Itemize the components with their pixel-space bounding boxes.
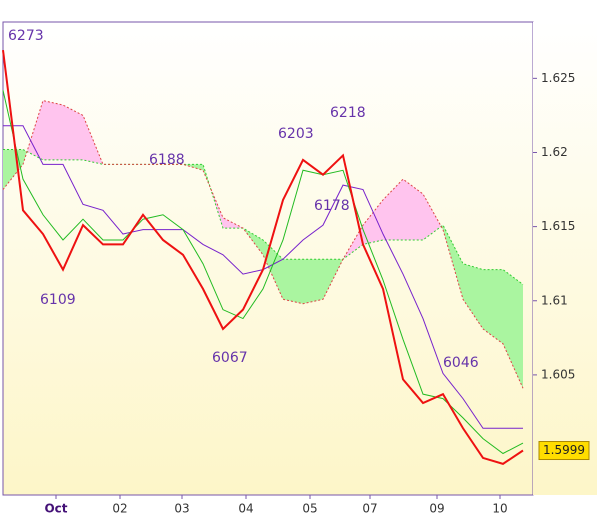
x-tick-label: 10 <box>492 502 507 516</box>
x-tick-label: 07 <box>362 502 377 516</box>
x-tick-label: 03 <box>174 502 189 516</box>
price-annotation: 6273 <box>8 28 44 44</box>
x-tick-label: Oct <box>44 502 67 516</box>
x-tick-label: 02 <box>112 502 127 516</box>
price-annotation: 6218 <box>330 105 366 121</box>
cloud <box>403 179 423 240</box>
cloud <box>43 100 63 160</box>
y-tick-label: 1.61 <box>541 293 568 307</box>
cloud <box>383 179 403 240</box>
axis-area <box>533 22 597 495</box>
last-price-label: 1.5999 <box>543 443 585 457</box>
x-tick-label: 09 <box>429 502 444 516</box>
last-price-box <box>538 441 590 461</box>
y-tick-label: 1.62 <box>541 145 568 159</box>
cloud <box>243 228 263 255</box>
cloud <box>3 149 23 190</box>
x-tick-label: 05 <box>302 502 317 516</box>
x-tick-label: 04 <box>238 502 253 516</box>
price-annotation: 6109 <box>40 292 76 308</box>
price-annotation: 6203 <box>278 126 314 142</box>
price-annotation: 6067 <box>212 350 248 366</box>
cloud <box>303 259 323 304</box>
y-tick-label: 1.615 <box>541 219 575 233</box>
series-line <box>3 149 524 285</box>
cloud <box>463 263 483 329</box>
cloud <box>63 105 83 160</box>
series-line <box>2 50 524 465</box>
price-annotation: 6178 <box>314 198 350 214</box>
cloud <box>323 259 343 300</box>
cloud <box>503 269 523 389</box>
cloud <box>27 100 43 160</box>
cloud <box>483 269 503 344</box>
price-annotation: 6188 <box>149 152 185 168</box>
cloud <box>423 194 442 240</box>
cloud <box>363 199 383 245</box>
y-tick-label: 1.605 <box>541 367 575 381</box>
y-tick-label: 1.625 <box>541 71 575 85</box>
price-annotation: 6046 <box>443 355 479 371</box>
cloud <box>283 259 303 304</box>
